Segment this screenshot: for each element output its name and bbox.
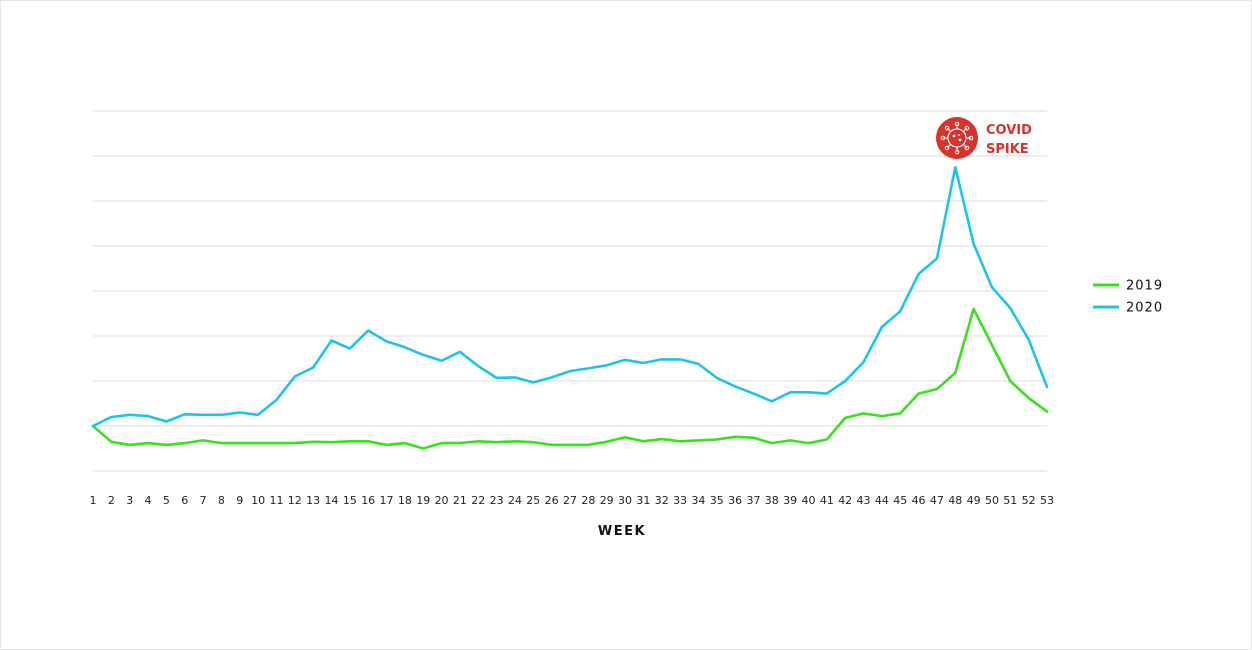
x-tick-label: 40 — [802, 494, 816, 507]
x-tick-label: 23 — [490, 494, 504, 507]
annotation-label: COVID — [986, 123, 1032, 138]
x-tick-label: 39 — [783, 494, 797, 507]
x-tick-label: 51 — [1003, 494, 1017, 507]
x-tick-label: 26 — [545, 494, 559, 507]
x-tick-label: 8 — [218, 494, 225, 507]
x-tick-label: 34 — [691, 494, 705, 507]
x-tick-label: 4 — [145, 494, 152, 507]
x-tick-label: 38 — [765, 494, 779, 507]
covid-spike-annotation: COVID SPIKE — [936, 117, 1032, 159]
x-tick-label: 18 — [398, 494, 412, 507]
x-tick-label: 28 — [581, 494, 595, 507]
x-tick-label: 5 — [163, 494, 170, 507]
x-tick-label: 22 — [471, 494, 485, 507]
x-axis-ticks: 1 2 3 4 5 6 7 8 9 10 11 12 13 14 15 16 17 18 19 20 21 22 23 24 2… — [90, 494, 1055, 507]
x-tick-label: 7 — [200, 494, 207, 507]
legend-label: 2020 — [1126, 301, 1163, 316]
x-tick-label: 21 — [453, 494, 467, 507]
x-tick-label: 12 — [288, 494, 302, 507]
x-tick-label: 10 — [251, 494, 265, 507]
x-tick-label: 3 — [126, 494, 133, 507]
x-tick-label: 49 — [967, 494, 981, 507]
x-tick-label: 17 — [380, 494, 394, 507]
x-tick-label: 15 — [343, 494, 357, 507]
x-tick-label: 9 — [236, 494, 243, 507]
x-tick-label: 24 — [508, 494, 522, 507]
x-tick-label: 1 — [90, 494, 97, 507]
legend-label: 2019 — [1126, 279, 1163, 294]
x-axis-label: WEEK — [598, 524, 646, 539]
legend: 2019 2020 — [1093, 279, 1163, 316]
x-tick-label: 6 — [181, 494, 188, 507]
x-tick-label: 14 — [325, 494, 339, 507]
x-tick-label: 25 — [526, 494, 540, 507]
x-tick-label: 45 — [893, 494, 907, 507]
x-tick-label: 33 — [673, 494, 687, 507]
x-tick-label: 50 — [985, 494, 999, 507]
x-tick-label: 46 — [912, 494, 926, 507]
x-tick-label: 42 — [838, 494, 852, 507]
x-tick-label: 16 — [361, 494, 375, 507]
virus-icon — [936, 117, 978, 159]
series-line-2019 — [91, 307, 1049, 450]
x-tick-label: 20 — [435, 494, 449, 507]
x-tick-label: 35 — [710, 494, 724, 507]
x-tick-label: 43 — [857, 494, 871, 507]
x-tick-label: 44 — [875, 494, 889, 507]
x-tick-label: 30 — [618, 494, 632, 507]
x-tick-label: 32 — [655, 494, 669, 507]
x-tick-label: 27 — [563, 494, 577, 507]
annotation-label: SPIKE — [986, 142, 1029, 157]
x-tick-label: 48 — [948, 494, 962, 507]
x-tick-label: 13 — [306, 494, 320, 507]
x-tick-label: 52 — [1022, 494, 1036, 507]
gridlines — [93, 110, 1047, 472]
x-tick-label: 11 — [269, 494, 283, 507]
x-tick-label: 19 — [416, 494, 430, 507]
x-tick-label: 31 — [636, 494, 650, 507]
series-line-2020 — [91, 166, 1049, 428]
x-tick-label: 29 — [600, 494, 614, 507]
x-tick-label: 36 — [728, 494, 742, 507]
x-tick-label: 37 — [746, 494, 760, 507]
x-tick-label: 47 — [930, 494, 944, 507]
series-lines — [91, 166, 1049, 450]
x-tick-label: 53 — [1040, 494, 1054, 507]
x-tick-label: 2 — [108, 494, 115, 507]
x-tick-label: 41 — [820, 494, 834, 507]
